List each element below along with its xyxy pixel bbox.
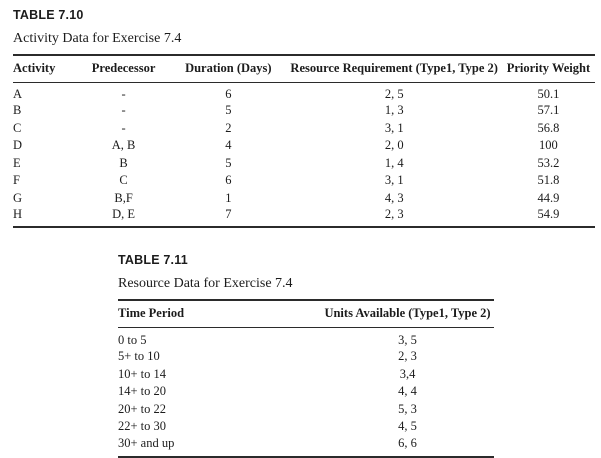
table-row: D A, B 4 2, 0 100 bbox=[13, 137, 595, 155]
column-header: Duration (Days) bbox=[185, 61, 272, 75]
table-cell: 20+ to 22 bbox=[118, 401, 167, 416]
table-cell: 4, 4 bbox=[398, 384, 417, 399]
column-header: Predecessor bbox=[91, 61, 156, 75]
table-cell: C bbox=[119, 173, 128, 188]
column-header: Time Period bbox=[118, 306, 185, 320]
table-cell: 22+ to 30 bbox=[118, 419, 167, 434]
table-7-11-label: TABLE 7.11 bbox=[118, 253, 188, 267]
table-cell: C bbox=[13, 120, 22, 135]
table-cell: F bbox=[13, 173, 20, 188]
table-cell: 30+ and up bbox=[118, 435, 175, 450]
table-cell: 50.1 bbox=[537, 87, 560, 101]
table-cell: 14+ to 20 bbox=[118, 384, 167, 399]
table-cell: - bbox=[121, 87, 126, 101]
table-cell: 3,4 bbox=[399, 366, 416, 381]
table-cell: D bbox=[13, 138, 23, 153]
activity-data-table: Activity Predecessor Duration (Days) Resour… bbox=[13, 54, 595, 228]
resource-table-header: Time Period Units Available (Type1, Type … bbox=[118, 300, 494, 328]
table-7-11-caption: Resource Data for Exercise 7.4 bbox=[118, 276, 293, 291]
table-cell: 5+ to 10 bbox=[118, 349, 160, 364]
table-cell: D, E bbox=[112, 207, 136, 221]
table-cell: 2, 5 bbox=[384, 87, 404, 101]
table-row: 30+ and up 6, 6 bbox=[118, 436, 494, 457]
table-cell: 1 bbox=[225, 190, 232, 205]
table-cell: 3, 1 bbox=[384, 173, 404, 188]
table-cell: 100 bbox=[539, 138, 558, 153]
table-cell: B bbox=[13, 103, 22, 118]
header-row: Activity Predecessor Duration (Days) Resour… bbox=[13, 55, 595, 83]
table-cell: 1, 4 bbox=[384, 155, 404, 170]
column-header: Activity bbox=[13, 61, 56, 75]
table-cell: B,F bbox=[114, 190, 133, 205]
table-cell: 44.9 bbox=[537, 190, 560, 205]
table-cell: G bbox=[13, 190, 23, 205]
table-cell: 2, 0 bbox=[384, 138, 404, 153]
column-header: Resource Requirement (Type1, Type 2) bbox=[290, 61, 498, 75]
table-cell: 7 bbox=[225, 207, 232, 221]
table-cell: 2, 3 bbox=[398, 349, 417, 364]
column-header: Priority Weight bbox=[506, 61, 591, 75]
table-row: 10+ to 14 3,4 bbox=[118, 366, 494, 384]
table-cell: 56.8 bbox=[537, 120, 560, 135]
table-cell: 57.1 bbox=[537, 103, 560, 118]
table-row: 5+ to 10 2, 3 bbox=[118, 348, 494, 366]
resource-data-table: Time Period Units Available (Type1, Type … bbox=[118, 299, 494, 458]
table-cell: 10+ to 14 bbox=[118, 366, 167, 381]
activity-table-body: A - 6 2, 5 50.1 B - 5 1, 3 57.1 C - 2 3, 1 56.8 D A, B 4 2… bbox=[13, 83, 595, 227]
table-cell: A, B bbox=[111, 138, 136, 153]
table-row: 0 to 5 3, 5 bbox=[118, 328, 494, 349]
table-row: 20+ to 22 5, 3 bbox=[118, 401, 494, 419]
table-cell: - bbox=[121, 120, 126, 135]
table-cell: 5 bbox=[225, 103, 232, 118]
document-page: TABLE 7.10 Activity Data for Exercise 7.… bbox=[13, 8, 595, 457]
table-cell: E bbox=[13, 155, 21, 170]
table-cell: 6, 6 bbox=[398, 435, 417, 450]
table-cell: 6 bbox=[225, 173, 232, 188]
table-7-11-section: TABLE 7.11 Resource Data for Exercise 7.… bbox=[118, 253, 494, 458]
table-row: H D, E 7 2, 3 54.9 bbox=[13, 207, 595, 227]
table-cell: 2 bbox=[225, 120, 232, 135]
resource-table-body: 0 to 5 3, 5 5+ to 10 2, 3 10+ to 14 3,4 14+ to… bbox=[118, 328, 494, 457]
table-cell: 4, 5 bbox=[398, 419, 417, 434]
table-row: E B 5 1, 4 53.2 bbox=[13, 155, 595, 173]
table-cell: 5 bbox=[225, 155, 232, 170]
table-cell: 5, 3 bbox=[398, 401, 417, 416]
table-cell: B bbox=[119, 155, 128, 170]
table-cell: 4 bbox=[225, 138, 232, 153]
table-cell: 3, 5 bbox=[398, 333, 417, 347]
table-cell: 1, 3 bbox=[384, 103, 404, 118]
table-row: 22+ to 30 4, 5 bbox=[118, 418, 494, 436]
table-row: B - 5 1, 3 57.1 bbox=[13, 102, 595, 120]
table-cell: 54.9 bbox=[537, 207, 560, 221]
header-row: Time Period Units Available (Type1, Type … bbox=[118, 300, 494, 328]
table-row: A - 6 2, 5 50.1 bbox=[13, 83, 595, 103]
table-cell: 3, 1 bbox=[384, 120, 404, 135]
table-row: G B,F 1 4, 3 44.9 bbox=[13, 190, 595, 208]
table-cell: - bbox=[121, 103, 126, 118]
table-cell: A bbox=[13, 87, 23, 101]
activity-table-header: Activity Predecessor Duration (Days) Resour… bbox=[13, 55, 595, 83]
table-row: F C 6 3, 1 51.8 bbox=[13, 172, 595, 190]
table-cell: 51.8 bbox=[537, 173, 560, 188]
table-row: 14+ to 20 4, 4 bbox=[118, 383, 494, 401]
table-cell: 53.2 bbox=[537, 155, 560, 170]
table-cell: 4, 3 bbox=[384, 190, 404, 205]
table-cell: H bbox=[13, 207, 23, 221]
table-cell: 2, 3 bbox=[384, 207, 404, 221]
table-row: C - 2 3, 1 56.8 bbox=[13, 120, 595, 138]
table-cell: 0 to 5 bbox=[118, 333, 147, 347]
table-7-10-caption: Activity Data for Exercise 7.4 bbox=[13, 31, 182, 46]
table-7-10-label: TABLE 7.10 bbox=[13, 8, 84, 22]
table-7-10-section: TABLE 7.10 Activity Data for Exercise 7.… bbox=[13, 8, 595, 228]
column-header: Units Available (Type1, Type 2) bbox=[324, 306, 491, 320]
table-cell: 6 bbox=[225, 87, 232, 101]
